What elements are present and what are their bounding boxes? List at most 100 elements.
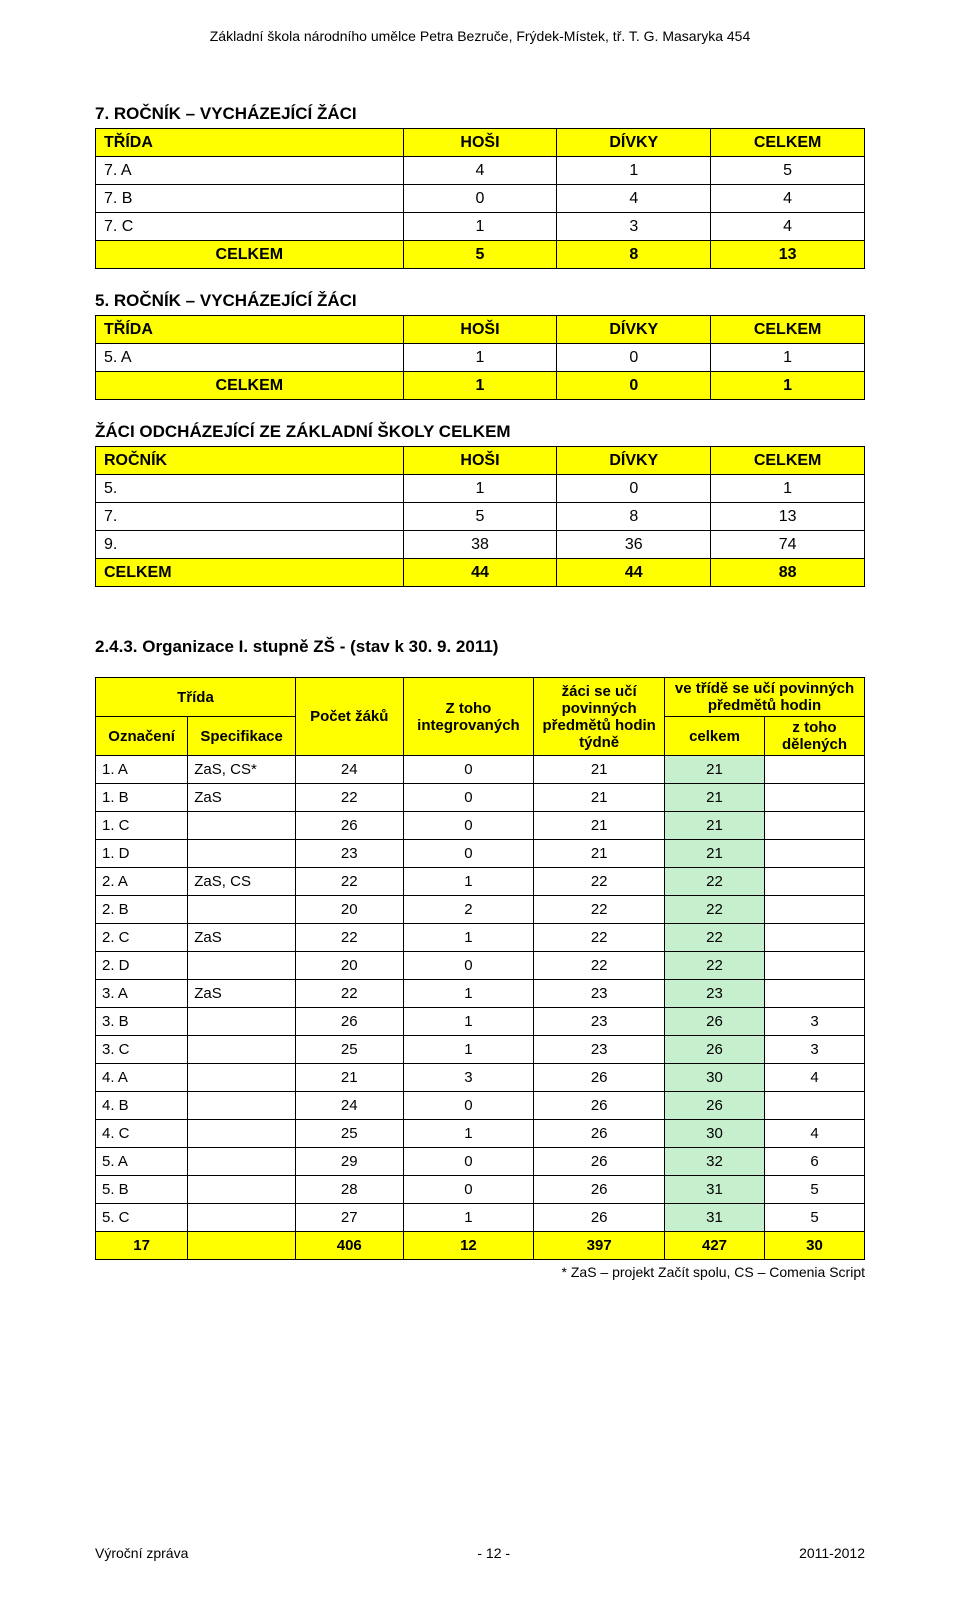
cell: 406 bbox=[295, 1232, 403, 1260]
cell: 27 bbox=[295, 1204, 403, 1232]
cell: 1 bbox=[403, 1120, 534, 1148]
cell: 44 bbox=[557, 559, 711, 587]
cell: 5 bbox=[764, 1176, 864, 1204]
page-header: Základní škola národního umělce Petra Be… bbox=[95, 0, 865, 44]
cell: 2 bbox=[403, 896, 534, 924]
col-hosi: HOŠI bbox=[403, 129, 557, 157]
table-row: 2. B2022222 bbox=[96, 896, 865, 924]
col-hosi: HOŠI bbox=[403, 316, 557, 344]
footer-center: - 12 - bbox=[477, 1545, 510, 1561]
cell bbox=[188, 1148, 296, 1176]
cell bbox=[188, 1204, 296, 1232]
table-row: 5. C27126315 bbox=[96, 1204, 865, 1232]
cell: 1 bbox=[711, 372, 865, 400]
total-row: CELKEM 1 0 1 bbox=[96, 372, 865, 400]
cell: 30 bbox=[764, 1232, 864, 1260]
cell: 23 bbox=[295, 840, 403, 868]
table-row: 3. AZaS2212323 bbox=[96, 980, 865, 1008]
cell: 24 bbox=[295, 1092, 403, 1120]
table-row: 1. D2302121 bbox=[96, 840, 865, 868]
cell: 2. A bbox=[96, 868, 188, 896]
table-row: 4. B2402626 bbox=[96, 1092, 865, 1120]
section-title-org: 2.4.3. Organizace I. stupně ZŠ - (stav k… bbox=[95, 637, 865, 657]
cell: 3. B bbox=[96, 1008, 188, 1036]
cell bbox=[764, 1092, 864, 1120]
cell: 22 bbox=[295, 868, 403, 896]
cell: 1 bbox=[403, 475, 557, 503]
cell: ZaS, CS bbox=[188, 868, 296, 896]
cell: 22 bbox=[295, 980, 403, 1008]
col-trida-group: Třída bbox=[96, 678, 296, 717]
cell: 26 bbox=[534, 1092, 665, 1120]
cell: 1 bbox=[403, 868, 534, 896]
col-rocnik: ROČNÍK bbox=[96, 447, 404, 475]
footnote: * ZaS – projekt Začít spolu, CS – Comeni… bbox=[95, 1264, 865, 1280]
col-hosi: HOŠI bbox=[403, 447, 557, 475]
table-row: 1. AZaS, CS*2402121 bbox=[96, 756, 865, 784]
cell: 26 bbox=[665, 1092, 765, 1120]
cell: 21 bbox=[534, 756, 665, 784]
cell: 24 bbox=[295, 756, 403, 784]
cell bbox=[188, 1092, 296, 1120]
cell: 23 bbox=[534, 980, 665, 1008]
cell: ZaS bbox=[188, 980, 296, 1008]
cell: 22 bbox=[295, 924, 403, 952]
cell: 25 bbox=[295, 1036, 403, 1064]
cell bbox=[188, 812, 296, 840]
cell: 4. A bbox=[96, 1064, 188, 1092]
cell: 1. B bbox=[96, 784, 188, 812]
cell: 4 bbox=[711, 185, 865, 213]
cell: 5. A bbox=[96, 1148, 188, 1176]
col-divky: DÍVKY bbox=[557, 447, 711, 475]
cell: 5. B bbox=[96, 1176, 188, 1204]
cell bbox=[188, 840, 296, 868]
cell: 44 bbox=[403, 559, 557, 587]
col-integ: Z toho integrovaných bbox=[403, 678, 534, 756]
cell: 0 bbox=[403, 952, 534, 980]
table-organizace: Třída Počet žáků Z toho integrovaných žá… bbox=[95, 677, 865, 1260]
table-row: 5. A 1 0 1 bbox=[96, 344, 865, 372]
cell: 1 bbox=[711, 475, 865, 503]
cell: 26 bbox=[295, 812, 403, 840]
page-footer: Výroční zpráva - 12 - 2011-2012 bbox=[95, 1545, 865, 1561]
cell: 12 bbox=[403, 1232, 534, 1260]
cell: 5 bbox=[403, 503, 557, 531]
cell: 0 bbox=[557, 344, 711, 372]
cell: 427 bbox=[665, 1232, 765, 1260]
cell: CELKEM bbox=[96, 559, 404, 587]
cell bbox=[188, 1232, 296, 1260]
col-ozn: Označení bbox=[96, 717, 188, 756]
cell: 0 bbox=[403, 840, 534, 868]
cell: 1. D bbox=[96, 840, 188, 868]
cell: 1 bbox=[557, 157, 711, 185]
table-row: 5. A29026326 bbox=[96, 1148, 865, 1176]
cell: 5 bbox=[403, 241, 557, 269]
cell: 28 bbox=[295, 1176, 403, 1204]
total-row: CELKEM 5 8 13 bbox=[96, 241, 865, 269]
cell: 4 bbox=[403, 157, 557, 185]
cell: 3 bbox=[403, 1064, 534, 1092]
cell: 21 bbox=[534, 840, 665, 868]
cell: 0 bbox=[403, 756, 534, 784]
cell: 22 bbox=[534, 924, 665, 952]
cell: 38 bbox=[403, 531, 557, 559]
cell: CELKEM bbox=[96, 241, 404, 269]
cell: 20 bbox=[295, 896, 403, 924]
cell: 397 bbox=[534, 1232, 665, 1260]
cell: 1 bbox=[403, 1036, 534, 1064]
cell: 7. C bbox=[96, 213, 404, 241]
cell: 23 bbox=[534, 1036, 665, 1064]
col-spec: Specifikace bbox=[188, 717, 296, 756]
cell: 22 bbox=[665, 896, 765, 924]
cell: 5 bbox=[764, 1204, 864, 1232]
cell: 21 bbox=[534, 784, 665, 812]
cell: 0 bbox=[557, 372, 711, 400]
cell: 21 bbox=[665, 840, 765, 868]
cell: 5 bbox=[711, 157, 865, 185]
cell: 0 bbox=[403, 784, 534, 812]
cell: 0 bbox=[557, 475, 711, 503]
table-5-rocnik: TŘÍDA HOŠI DÍVKY CELKEM 5. A 1 0 1 CELKE… bbox=[95, 315, 865, 400]
cell: 1 bbox=[403, 980, 534, 1008]
cell bbox=[764, 784, 864, 812]
cell bbox=[764, 980, 864, 1008]
